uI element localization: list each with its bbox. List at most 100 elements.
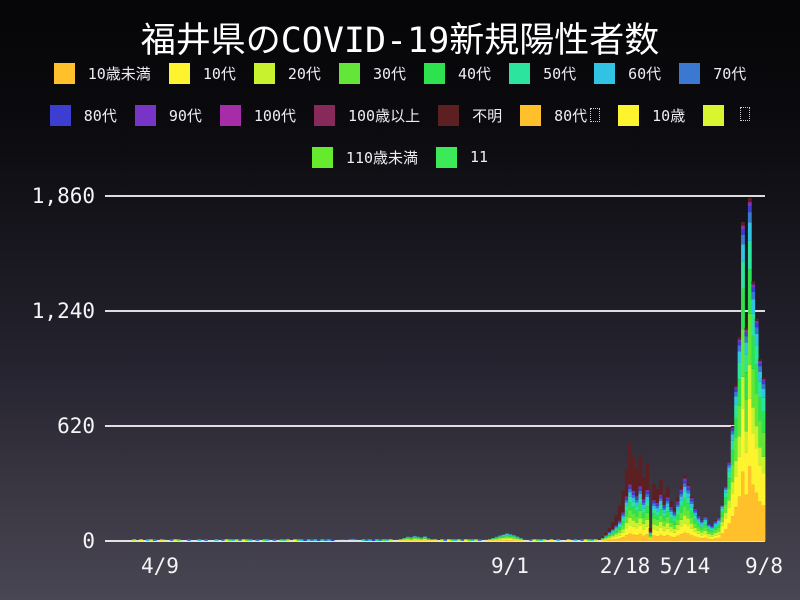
bar-segment bbox=[689, 503, 694, 508]
bar-segment-unknown bbox=[713, 520, 718, 521]
bar-segment-unknown bbox=[706, 522, 711, 524]
bar-segment bbox=[549, 539, 554, 541]
bar-segment bbox=[672, 514, 677, 516]
bar-segment bbox=[693, 523, 698, 528]
bar-segment bbox=[754, 393, 759, 427]
legend-item: 60代 bbox=[594, 62, 661, 84]
bar-segment bbox=[405, 539, 410, 540]
bar-segment bbox=[662, 530, 667, 537]
bar-segment bbox=[604, 536, 609, 537]
bar-segment-unknown bbox=[737, 336, 742, 340]
bar-segment bbox=[631, 497, 636, 502]
bar-segment bbox=[416, 538, 421, 540]
bar-segment bbox=[737, 340, 742, 343]
bar-segment bbox=[515, 537, 520, 539]
bar-segment bbox=[641, 508, 646, 513]
bar-segment bbox=[747, 212, 752, 223]
bar-segment bbox=[710, 527, 715, 529]
bar-segment bbox=[624, 510, 629, 517]
bar-segment bbox=[720, 525, 725, 534]
bar-segment bbox=[641, 529, 646, 536]
bar-segment bbox=[498, 536, 503, 538]
bar-segment bbox=[655, 536, 660, 541]
x-axis-tick-label: 5/14 bbox=[659, 554, 711, 578]
bar-segment bbox=[197, 539, 202, 541]
bar-segment bbox=[604, 540, 609, 541]
bar-segment bbox=[173, 539, 178, 541]
bar-segment bbox=[611, 529, 615, 531]
bar-segment bbox=[658, 496, 663, 499]
bar-segment bbox=[686, 486, 691, 488]
bar-segment bbox=[416, 539, 421, 541]
bar-segment bbox=[505, 534, 509, 536]
bar-segment-unknown bbox=[672, 507, 677, 512]
bar-segment bbox=[741, 261, 745, 289]
bar-segment bbox=[730, 482, 735, 494]
legend-item: 110歳未満 bbox=[311, 146, 418, 168]
bar-segment bbox=[693, 511, 698, 514]
legend-swatch bbox=[679, 62, 701, 84]
bar-segment bbox=[614, 530, 619, 533]
bar-segment bbox=[416, 540, 421, 541]
y-axis-tick-label: 0 bbox=[82, 529, 95, 553]
bar-segment bbox=[662, 506, 667, 508]
bar-segment bbox=[761, 380, 766, 382]
bar-segment bbox=[652, 501, 656, 504]
bar-segment bbox=[710, 528, 715, 531]
bar-segment bbox=[686, 510, 691, 519]
bar-segment bbox=[607, 532, 612, 533]
bar-segment-unknown bbox=[758, 359, 762, 362]
bar-segment-unknown bbox=[658, 479, 663, 495]
bar-segment bbox=[679, 519, 684, 527]
bar-segment bbox=[648, 532, 653, 534]
bar-segment bbox=[645, 490, 650, 493]
bar-segment bbox=[665, 528, 670, 536]
bar-segment bbox=[460, 539, 465, 541]
bar-segment bbox=[635, 516, 639, 523]
bar-segment bbox=[686, 525, 691, 534]
bar-segment bbox=[511, 535, 516, 537]
bar-segment bbox=[405, 537, 410, 539]
bar-segment bbox=[621, 532, 626, 538]
bar-segment bbox=[747, 466, 752, 541]
bar-segment bbox=[604, 538, 609, 540]
legend-swatch bbox=[703, 104, 725, 126]
bar-segment bbox=[737, 342, 742, 346]
y-axis-tick-label: 1,860 bbox=[31, 184, 95, 208]
bar-segment bbox=[511, 536, 516, 537]
bar-segment bbox=[652, 513, 656, 519]
bar-segment bbox=[747, 203, 752, 207]
bar-segment bbox=[658, 494, 663, 496]
bar-segment bbox=[720, 505, 725, 507]
bar-segment-unknown bbox=[669, 501, 674, 508]
bar-segment bbox=[412, 537, 417, 539]
bar-segment-unknown bbox=[686, 483, 691, 486]
bar-segment bbox=[700, 535, 704, 539]
bar-segment bbox=[505, 539, 509, 541]
bar-segment bbox=[662, 505, 667, 507]
bar-segment bbox=[228, 539, 232, 541]
bar-segment bbox=[494, 537, 499, 539]
legend-label: 30代 bbox=[372, 64, 406, 83]
bar-segment bbox=[710, 530, 715, 533]
bar-segment bbox=[689, 517, 694, 524]
bar-segment bbox=[351, 538, 356, 540]
bar-segment-unknown bbox=[665, 487, 670, 498]
bar-segment bbox=[224, 539, 229, 541]
legend-label: 10歳 bbox=[652, 106, 686, 125]
bar-segment bbox=[662, 507, 667, 510]
bar-segment bbox=[700, 520, 704, 522]
bar-segment bbox=[652, 500, 656, 502]
bar-segment bbox=[700, 532, 704, 536]
legend-item: 70代 bbox=[679, 62, 746, 84]
bar-segment-unknown bbox=[641, 477, 646, 500]
bar-segment bbox=[652, 509, 656, 514]
bar-segment bbox=[676, 535, 680, 541]
bar-segment bbox=[635, 506, 639, 511]
bar-segment bbox=[669, 514, 674, 518]
bar-segment bbox=[758, 397, 762, 421]
legend-swatch bbox=[424, 62, 445, 84]
bar-segment bbox=[146, 539, 150, 541]
bar-segment-unknown bbox=[710, 524, 715, 526]
bar-segment bbox=[419, 539, 424, 540]
